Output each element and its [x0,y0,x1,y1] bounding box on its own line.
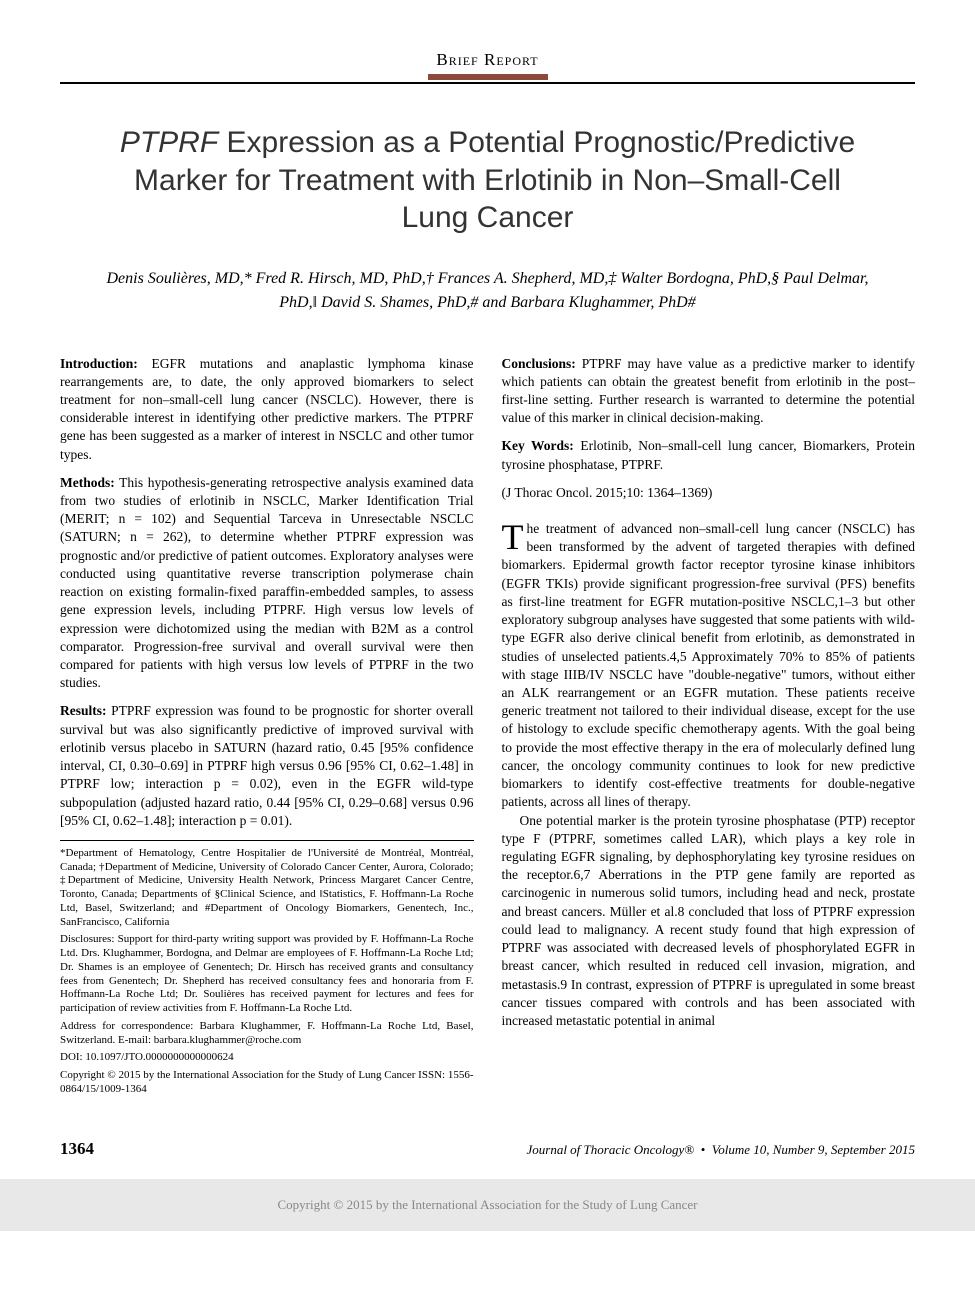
copyright-footnote: Copyright © 2015 by the International As… [60,1069,474,1097]
issue-info: Volume 10, Number 9, September 2015 [712,1142,915,1157]
intro-label: Introduction: [60,356,138,371]
keywords-block: Key Words: Erlotinib, Non–small-cell lun… [502,437,916,473]
footnote-separator [60,840,474,841]
left-column: Introduction: EGFR mutations and anaplas… [60,355,474,1101]
disclosures-footnote: Disclosures: Support for third-party wri… [60,933,474,1016]
keywords-label: Key Words: [502,438,574,453]
section-header: Brief Report [60,50,915,84]
abstract-introduction: Introduction: EGFR mutations and anaplas… [60,355,474,464]
title-rest: Expression as a Potential Prognostic/Pre… [134,126,855,234]
citation: (J Thorac Oncol. 2015;10: 1364–1369) [502,484,916,502]
body-paragraph-1: The treatment of advanced non–small-cell… [502,520,916,812]
doi-footnote: DOI: 10.1097/JTO.0000000000000624 [60,1051,474,1065]
bottom-copyright-bar: Copyright © 2015 by the International As… [0,1179,975,1231]
methods-text: This hypothesis-generating retrospective… [60,475,474,690]
body-paragraph-2: One potential marker is the protein tyro… [502,812,916,1031]
results-text: PTPRF expression was found to be prognos… [60,703,474,827]
abstract-results: Results: PTPRF expression was found to b… [60,702,474,830]
page-number: 1364 [60,1139,94,1159]
author-list: Denis Soulières, MD,* Fred R. Hirsch, MD… [100,267,875,315]
abstract-methods: Methods: This hypothesis-generating retr… [60,474,474,693]
abstract-conclusions: Conclusions: PTPRF may have value as a p… [502,355,916,428]
title-gene: PTPRF [120,126,218,159]
right-column: Conclusions: PTPRF may have value as a p… [502,355,916,1101]
article-title: PTPRF Expression as a Potential Prognost… [100,124,875,237]
conclusions-label: Conclusions: [502,356,576,371]
methods-label: Methods: [60,475,115,490]
intro-text: EGFR mutations and anaplastic lymphoma k… [60,356,474,462]
correspondence-footnote: Address for correspondence: Barbara Klug… [60,1020,474,1048]
affiliations-footnote: *Department of Hematology, Centre Hospit… [60,847,474,930]
journal-info: Journal of Thoracic Oncology® • Volume 1… [526,1142,915,1158]
journal-name: Journal of Thoracic Oncology® [526,1142,694,1157]
results-label: Results: [60,703,107,718]
page-footer: 1364 Journal of Thoracic Oncology® • Vol… [60,1131,915,1159]
